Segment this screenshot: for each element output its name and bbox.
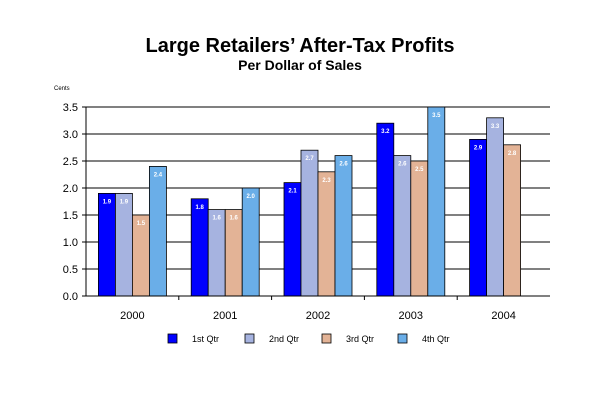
x-tick-label: 2001: [213, 310, 237, 322]
y-axis-label: Cents: [54, 86, 70, 92]
data-label: 3.3: [491, 124, 500, 130]
data-label: 1.6: [213, 216, 222, 222]
bar-1st-qtr-2004: [469, 138, 488, 297]
y-tick-label: 1.0: [63, 237, 78, 249]
y-tick-label: 3.0: [63, 129, 78, 141]
bar-1st-qtr-2003: [376, 122, 395, 297]
data-label: 1.9: [103, 199, 112, 205]
legend-label: 1st Qtr: [192, 334, 219, 344]
bar-2nd-qtr-2001: [207, 209, 226, 297]
bar-2nd-qtr-2000: [115, 192, 133, 297]
bar-1st-qtr-2000: [98, 192, 116, 297]
bar-2nd-qtr-2003: [393, 155, 412, 297]
bar-3rd-qtr-2004: [503, 144, 522, 297]
data-label: 3.2: [381, 129, 390, 135]
data-label: 2.3: [322, 178, 331, 184]
legend: 1st Qtr 2nd Qtr 3rd Qtr 4th Qtr: [167, 333, 450, 344]
bar-1st-qtr-2001: [190, 198, 209, 297]
x-tick-label: 2002: [306, 310, 330, 322]
data-labels: 1.9 1.9 1.5 2.4 1.8 1.6 1.6 2.0 2.1 2.7 2.3 2.6 3.2 2…: [103, 113, 517, 227]
bars: [98, 106, 522, 297]
legend-label: 3rd Qtr: [346, 334, 374, 344]
y-tick-label: 2.0: [63, 183, 78, 195]
x-tick-label: 2000: [120, 310, 144, 322]
data-label: 2.1: [288, 189, 297, 195]
data-label: 3.5: [432, 113, 441, 119]
data-label: 1.8: [196, 205, 205, 211]
bar-2nd-qtr-2002: [300, 149, 319, 297]
chart-title: Large Retailers’ After-Tax Profits: [146, 35, 455, 57]
legend-label: 2nd Qtr: [269, 334, 299, 344]
legend-label: 4th Qtr: [422, 334, 450, 344]
bar-3rd-qtr-2002: [317, 171, 336, 297]
data-label: 2.6: [339, 162, 348, 168]
bar-3rd-qtr-2000: [131, 214, 150, 297]
bar-2nd-qtr-2004: [486, 117, 505, 297]
bar-3rd-qtr-2001: [224, 209, 243, 297]
data-label: 2.0: [247, 194, 256, 200]
axes: 0.0 0.5 1.0 1.5 2.0 2.5 3.0 3.5 2000 2001 2002 2003…: [63, 102, 550, 322]
data-label: 2.4: [154, 172, 163, 178]
y-tick-label: 3.5: [63, 102, 78, 114]
bar-4th-qtr-2003: [427, 106, 446, 297]
bar-4th-qtr-2001: [241, 187, 260, 297]
chart-subtitle: Per Dollar of Sales: [238, 57, 362, 73]
bar-1st-qtr-2002: [283, 182, 302, 297]
data-label: 2.8: [508, 151, 517, 157]
y-tick-label: 2.5: [63, 156, 78, 168]
y-tick-label: 0.5: [63, 264, 78, 276]
data-label: 2.6: [398, 162, 407, 168]
bar-3rd-qtr-2003: [410, 160, 429, 297]
y-tick-label: 1.5: [63, 210, 78, 222]
legend-swatch: [397, 333, 408, 344]
data-label: 1.5: [137, 221, 146, 227]
bar-4th-qtr-2002: [334, 155, 353, 297]
legend-swatch: [321, 333, 332, 344]
legend-swatch: [244, 333, 255, 344]
x-tick-label: 2004: [491, 310, 515, 322]
legend-swatch: [167, 333, 178, 344]
data-label: 2.5: [415, 167, 424, 173]
x-tick-label: 2003: [399, 310, 423, 322]
data-label: 2.9: [474, 145, 483, 151]
data-label: 1.6: [230, 216, 239, 222]
bar-4th-qtr-2000: [148, 165, 167, 297]
y-tick-label: 0.0: [63, 291, 78, 303]
data-label: 2.7: [305, 156, 314, 162]
data-label: 1.9: [120, 199, 129, 205]
